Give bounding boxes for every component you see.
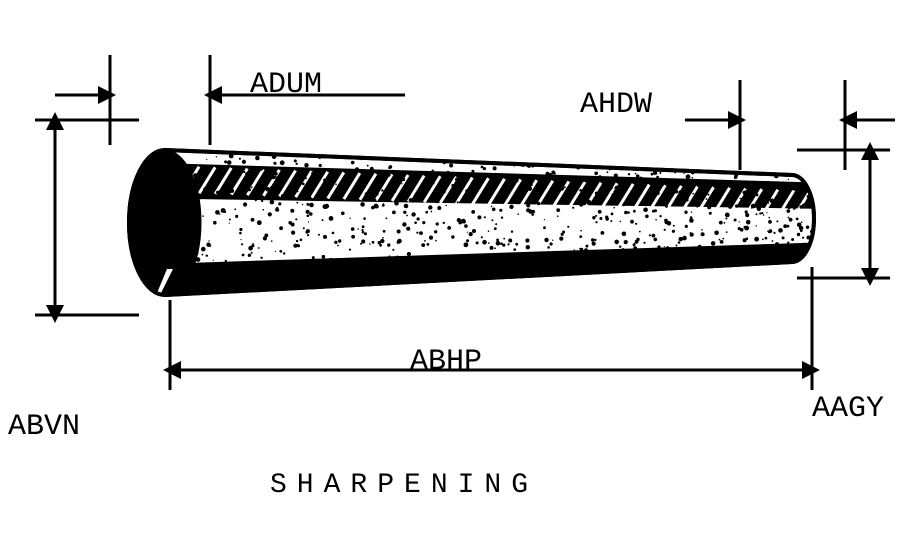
label-aagy: AAGY <box>812 392 884 426</box>
label-abhp: ABHP <box>410 345 482 379</box>
label-ahdw: AHDW <box>580 88 652 122</box>
label-adum: ADUM <box>250 68 322 102</box>
diagram-title: SHARPENING <box>270 470 538 501</box>
diagram-root: ADUM AHDW ABVN AAGY ABHP SHARPENING <box>0 0 919 545</box>
diagram-svg <box>0 0 919 545</box>
label-abvn: ABVN <box>8 410 80 444</box>
